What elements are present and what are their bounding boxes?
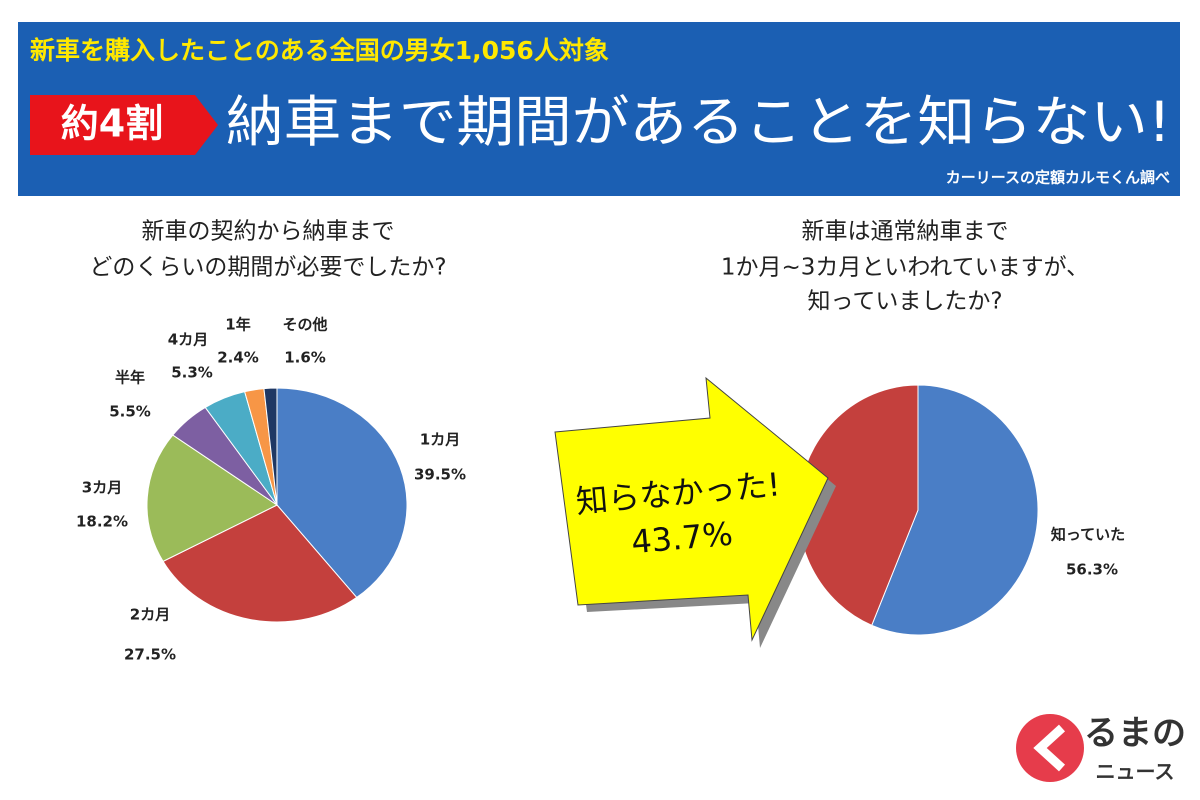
chart-title: 新車は通常納車まで	[802, 219, 1009, 245]
headline: 納車まで期間があることを知らない!	[226, 90, 1171, 154]
chart-title: 1か月~3カ月といわれていますが、	[721, 255, 1089, 281]
header-subtitle: 新車を購入したことのある全国の男女1,056人対象	[30, 36, 609, 65]
pie-slice	[146, 434, 278, 563]
chart-title: 知っていましたか?	[807, 289, 1002, 315]
pie-slice	[276, 387, 408, 599]
pie-slice	[162, 504, 358, 623]
logo-icon	[1016, 714, 1084, 782]
chart-title: どのくらいの期間が必要でしたか?	[89, 255, 446, 281]
pie-slice	[263, 387, 278, 506]
slice-value: 5.5%	[109, 403, 151, 421]
slice-category: 4カ月	[168, 331, 208, 349]
slice-value: 27.5%	[124, 646, 176, 664]
slice-category: 1年	[225, 316, 250, 334]
badge-text: 約4割	[61, 102, 163, 146]
slice-value: 56.3%	[1066, 561, 1118, 579]
logo-icon-mark	[1033, 724, 1066, 772]
badge-shape	[30, 95, 218, 155]
header-source: カーリースの定額カルモくん調べ	[946, 169, 1170, 187]
slice-value: 1.6%	[284, 349, 326, 367]
slice-value: 2.4%	[217, 349, 259, 367]
slice-category: 知っていた	[1051, 526, 1125, 544]
logo-sub: ニュース	[1096, 760, 1175, 784]
chart-title: 新車の契約から納車まで	[142, 219, 395, 245]
slice-value: 39.5%	[414, 466, 466, 484]
slice-category: 1カ月	[420, 431, 460, 449]
logo-text: るまの	[1084, 714, 1186, 754]
logo: るまの ニュース	[1016, 714, 1186, 784]
slice-category: 半年	[115, 369, 145, 387]
slice-category: 3カ月	[82, 479, 122, 497]
pies	[146, 384, 1039, 636]
slice-value: 5.3%	[171, 364, 213, 382]
arrow-value: 43.7%	[630, 515, 735, 562]
slice-value: 18.2%	[76, 513, 128, 531]
header-band	[18, 22, 1180, 196]
pie-slice	[871, 384, 1039, 636]
slice-category: その他	[282, 316, 327, 334]
arrow	[554, 376, 829, 642]
slice-category: 2カ月	[130, 606, 170, 624]
